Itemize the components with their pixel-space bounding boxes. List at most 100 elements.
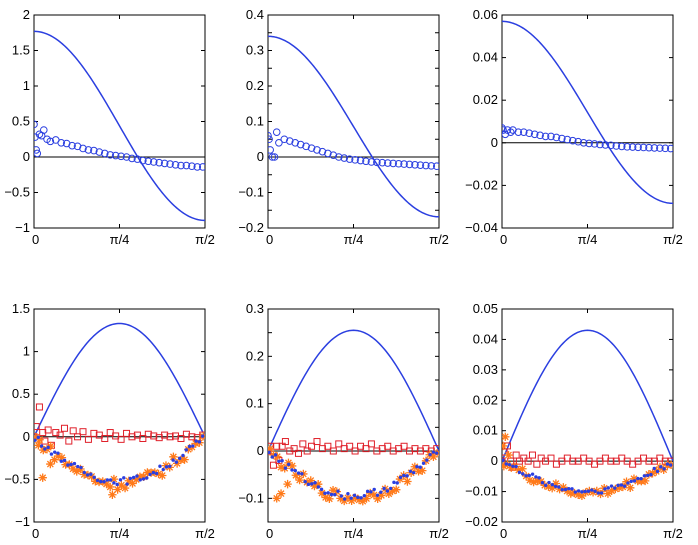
sample-circle [296,140,305,149]
sample-square [161,431,169,439]
sample-star [328,485,338,495]
sample-star [139,472,148,482]
sample-circle [362,157,370,166]
sample-circle [536,131,544,140]
y-tick-label: 0 [257,149,264,164]
sample-star [544,482,553,491]
sample-star [269,450,278,460]
y-tick-label: 0.5 [12,386,30,401]
sample-circle [541,132,550,141]
sample-dot [197,440,202,444]
x-tick-label: π/4 [578,232,598,247]
data-layer [502,20,673,205]
sample-square [406,447,414,455]
sample-circle [302,142,310,151]
sample-dot [563,487,568,492]
sample-dot [540,481,545,485]
subplot-6: −0.02 −0.01 0 0.01 0.02 0.03 0.04 0.05 0 π/4 π/2 [465,301,683,541]
sample-dot [504,462,508,466]
sample-dot [524,474,528,478]
sample-dot [39,444,44,448]
sample-square [79,428,87,436]
sample-dot [402,473,406,478]
sample-circle [563,135,572,144]
sample-circle [547,132,555,141]
sample-star [592,486,601,496]
sample-dot [85,473,90,477]
sample-dot [415,464,419,469]
sample-square [144,430,152,438]
sample-square [69,427,77,435]
y-tick-label: −0.1 [238,185,264,200]
sample-star [588,488,598,497]
sample-dot [118,478,123,482]
y-tick-label: −0.5 [4,471,30,486]
sample-dot [329,492,334,497]
sample-star [429,452,438,462]
sample-circle [106,151,115,159]
x-tick-label: π/4 [110,526,130,541]
sample-star [46,441,55,451]
sample-star [377,491,386,500]
sample-dot [434,451,439,455]
sample-circle [57,139,66,147]
sample-dot [62,458,67,463]
sample-square [281,438,289,446]
sample-dot [316,485,321,489]
sample-circle [39,126,48,134]
sample-circle [514,128,523,136]
sample-star [551,479,561,488]
sample-circle [111,151,120,160]
sample-dot [567,486,571,491]
sample-dot [125,482,129,486]
sample-circle [46,137,55,146]
sample-dot [72,461,77,466]
sample-dot [79,465,83,470]
sample-dot [622,484,627,488]
y-tick-label: 0.1 [246,396,264,411]
sample-dot [99,479,103,484]
y-tick-label: 0.01 [473,423,498,438]
y-tick-label: 0 [257,443,264,458]
sample-circle [182,161,191,170]
sample-dot [164,465,169,469]
y-tick-label: 0.2 [246,348,264,363]
sample-circle [268,153,277,161]
sample-circle [596,140,604,149]
sample-star [392,485,401,494]
sample-dot [642,474,647,478]
sample-dot [158,464,162,468]
data-layer [34,322,205,499]
sample-star [72,467,81,476]
sample-dot [586,489,591,493]
sample-star [68,464,78,474]
sample-square [177,435,185,443]
sample-square [329,447,337,455]
sample-square [117,435,125,443]
sample-circle [639,143,648,152]
sample-star [46,459,55,469]
y-tick-label: 1.5 [12,301,30,316]
sample-circle [650,144,659,152]
sample-circle [645,143,653,152]
x-tick-label: π/2 [663,232,683,247]
sample-dot [629,479,633,484]
sample-circle [270,153,279,161]
sample-dot [550,483,555,487]
sample-circle [568,136,577,145]
sample-star [502,432,510,441]
sample-circle [612,142,621,150]
sample-circle [590,140,599,148]
sample-square [389,447,397,455]
y-tick-label: 0.2 [246,78,264,93]
sample-dot [379,490,383,494]
sample-star [362,494,371,503]
sample-star [50,455,59,464]
sample-circle [193,163,202,171]
sample-dot [511,464,515,468]
sample-circle [90,146,98,155]
sample-dot [655,469,660,474]
sample-circle [422,161,430,170]
sample-dot [665,462,670,466]
sample-circle [155,158,163,167]
